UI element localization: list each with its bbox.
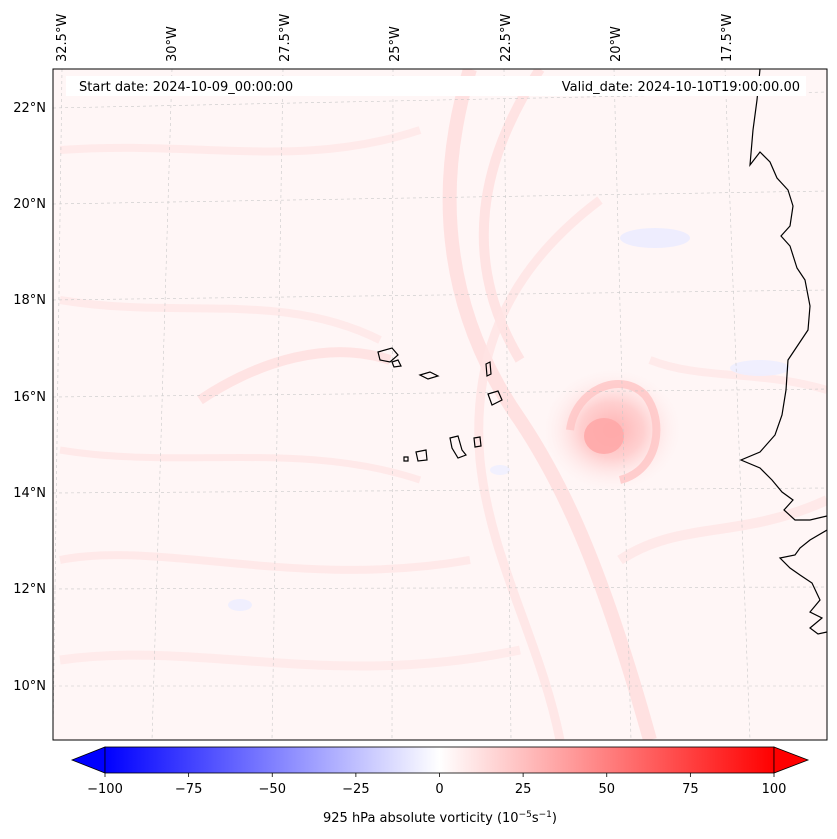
coastlines bbox=[377, 69, 827, 635]
info-bar bbox=[66, 76, 806, 96]
island-santiago bbox=[449, 435, 467, 459]
africa-coast-south bbox=[778, 529, 827, 635]
island-boa-vista bbox=[487, 390, 503, 406]
island-sao-nicolau bbox=[418, 371, 440, 380]
valid-date-label: Valid_date: 2024-10-10T19:00:00.00 bbox=[562, 80, 800, 95]
colorbar-label: 925 hPa absolute vorticity (10−5s−1) bbox=[323, 810, 557, 826]
colorbar-tick-label: 100 bbox=[762, 782, 787, 797]
lon-label: 20°W bbox=[609, 26, 624, 62]
island-fogo bbox=[415, 449, 428, 462]
colorbar-ticks: −100 −75 −50 −25 0 25 50 75 100 bbox=[87, 773, 786, 797]
colorbar-label-exp1: −5 bbox=[519, 810, 532, 820]
colorbar-body bbox=[104, 746, 775, 774]
lon-label: 32.5°W bbox=[55, 14, 70, 62]
island-maio bbox=[473, 436, 482, 448]
island-sao-vicente bbox=[391, 359, 402, 368]
map-frame bbox=[52, 68, 828, 741]
colorbar: −100 −75 −50 −25 0 25 50 75 100 925 hPa absolute… bbox=[70, 746, 810, 826]
lat-label: 10°N bbox=[13, 679, 46, 694]
colorbar-label-mid: s bbox=[532, 811, 539, 826]
longitude-labels: 32.5°W 30°W 27.5°W 25°W 22.5°W 20°W 17.5… bbox=[55, 14, 735, 62]
colorbar-extend-min bbox=[70, 746, 106, 774]
vorticity-field bbox=[59, 69, 827, 740]
lon-label: 27.5°W bbox=[278, 14, 293, 62]
island-brava bbox=[403, 456, 409, 462]
colorbar-tick-label: 75 bbox=[682, 782, 699, 797]
lon-label: 17.5°W bbox=[720, 14, 735, 62]
lat-label: 14°N bbox=[13, 486, 46, 501]
colorbar-extend-max bbox=[773, 746, 810, 774]
lon-label: 25°W bbox=[388, 26, 403, 62]
island-sal bbox=[485, 361, 492, 377]
colorbar-label-exp2: −1 bbox=[539, 810, 552, 820]
lon-label: 30°W bbox=[165, 26, 180, 62]
colorbar-tick-label: −25 bbox=[342, 782, 369, 797]
map-background bbox=[53, 69, 827, 740]
colorbar-tick-label: 25 bbox=[515, 782, 532, 797]
lat-label: 22°N bbox=[13, 101, 46, 116]
map-panel: Start date: 2024-10-09_00:00:00 Valid_da… bbox=[52, 68, 828, 741]
graticule bbox=[53, 69, 827, 740]
lat-label: 20°N bbox=[13, 197, 46, 212]
colorbar-tick-label: −75 bbox=[175, 782, 202, 797]
colorbar-tick-label: −100 bbox=[87, 782, 123, 797]
latitude-labels: 22°N 20°N 18°N 16°N 14°N 12°N 10°N bbox=[13, 101, 46, 694]
colorbar-label-prefix: 925 hPa absolute vorticity (10 bbox=[323, 811, 519, 826]
lat-label: 18°N bbox=[13, 293, 46, 308]
start-date-label: Start date: 2024-10-09_00:00:00 bbox=[79, 80, 293, 95]
island-santo-antao bbox=[377, 347, 399, 363]
lat-label: 12°N bbox=[13, 582, 46, 597]
colorbar-tick-label: 50 bbox=[598, 782, 615, 797]
colorbar-tick-label: 0 bbox=[435, 782, 443, 797]
colorbar-label-suffix: ) bbox=[552, 811, 557, 826]
colorbar-tick-label: −50 bbox=[259, 782, 286, 797]
africa-coast-north bbox=[739, 69, 827, 521]
lon-label: 22.5°W bbox=[499, 14, 514, 62]
lat-label: 16°N bbox=[13, 390, 46, 405]
